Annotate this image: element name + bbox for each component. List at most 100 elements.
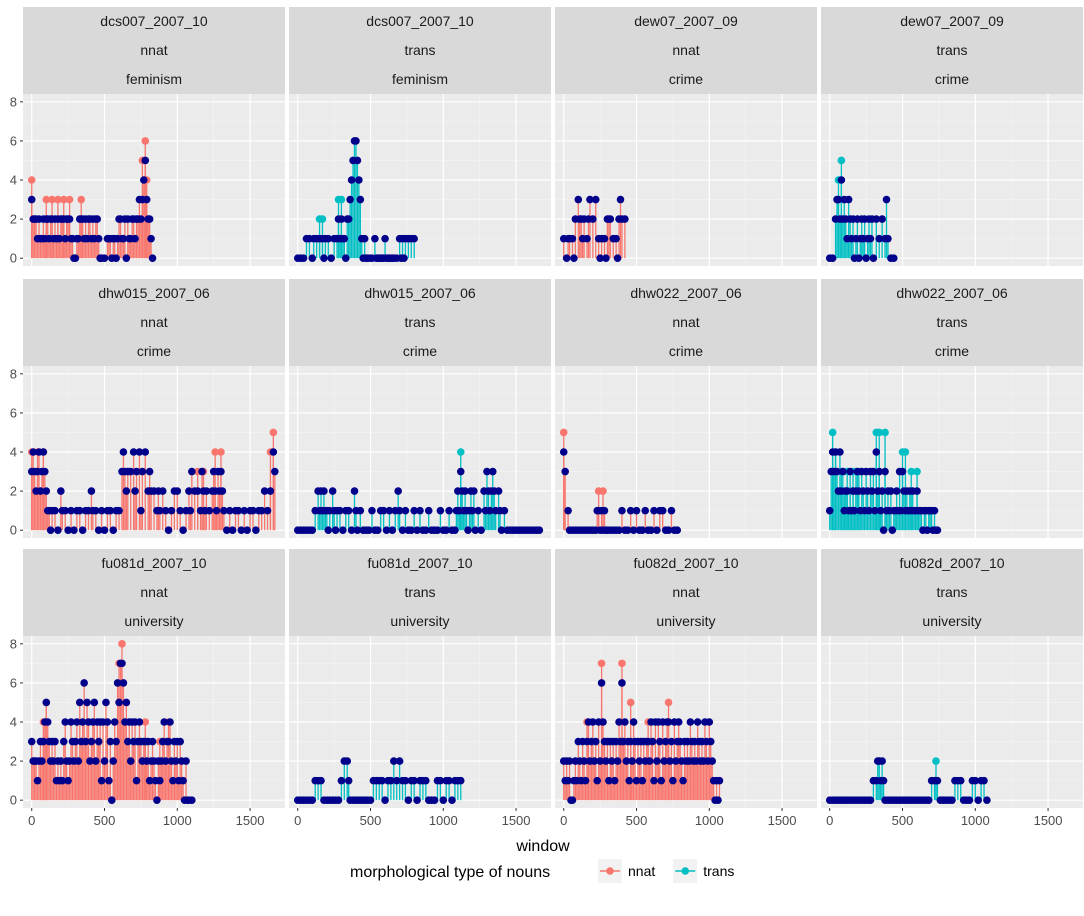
strip-label: feminism bbox=[392, 71, 448, 87]
strip-label: dew07_2007_09 bbox=[634, 13, 738, 29]
x-tick-label: 0 bbox=[294, 813, 301, 828]
data-point bbox=[956, 776, 965, 785]
data-point bbox=[843, 487, 851, 495]
strip-background bbox=[289, 7, 551, 36]
data-point bbox=[176, 737, 184, 746]
strip-label: dhw022_2007_06 bbox=[630, 285, 742, 301]
data-point bbox=[602, 757, 610, 765]
data-point bbox=[913, 487, 921, 495]
strip-background bbox=[289, 337, 551, 366]
x-tick-label: 500 bbox=[892, 813, 914, 828]
data-point bbox=[122, 487, 131, 495]
data-point bbox=[61, 718, 70, 726]
data-point bbox=[51, 506, 59, 515]
data-point bbox=[112, 254, 120, 262]
strip-background bbox=[821, 279, 1083, 308]
series-point bbox=[211, 448, 219, 456]
strip-label: crime bbox=[669, 71, 703, 87]
data-point bbox=[145, 215, 154, 223]
y-tick-label: 2 bbox=[10, 484, 17, 499]
data-point bbox=[596, 757, 604, 765]
data-point bbox=[337, 776, 346, 785]
data-point bbox=[115, 506, 123, 515]
strip-label: university bbox=[656, 613, 715, 629]
data-point bbox=[468, 506, 477, 515]
strip-background bbox=[555, 308, 817, 337]
data-point bbox=[850, 506, 859, 515]
data-point bbox=[320, 487, 328, 495]
data-point bbox=[172, 757, 180, 765]
data-point bbox=[169, 776, 177, 785]
data-point bbox=[90, 698, 99, 707]
x-tick-label: 500 bbox=[360, 813, 382, 828]
data-point bbox=[574, 195, 583, 204]
data-point bbox=[439, 796, 448, 804]
data-point bbox=[568, 234, 577, 243]
data-point bbox=[878, 487, 886, 495]
data-point bbox=[878, 757, 886, 765]
data-point bbox=[693, 718, 702, 726]
data-point bbox=[381, 796, 389, 804]
data-point bbox=[872, 448, 881, 456]
series-point bbox=[42, 195, 51, 204]
data-point bbox=[119, 448, 128, 456]
data-point bbox=[352, 137, 360, 145]
data-point bbox=[42, 487, 51, 495]
series-point bbox=[618, 659, 626, 668]
data-point bbox=[324, 234, 333, 243]
data-point bbox=[105, 776, 113, 785]
y-tick-label: 8 bbox=[10, 366, 17, 381]
data-point bbox=[610, 776, 619, 785]
data-point bbox=[445, 506, 453, 515]
data-point bbox=[198, 467, 206, 476]
strip-background bbox=[555, 7, 817, 36]
strip-background bbox=[23, 279, 285, 308]
data-point bbox=[249, 506, 257, 515]
series-point bbox=[875, 428, 884, 437]
y-tick-label: 4 bbox=[10, 715, 17, 730]
data-point bbox=[613, 757, 622, 765]
data-point bbox=[593, 776, 602, 785]
data-point bbox=[100, 757, 109, 765]
strip-background bbox=[289, 279, 551, 308]
data-point bbox=[271, 467, 279, 476]
data-point bbox=[395, 506, 404, 515]
data-point bbox=[27, 195, 36, 204]
data-point bbox=[638, 526, 647, 534]
data-point bbox=[622, 757, 631, 765]
data-point bbox=[436, 506, 445, 515]
data-point bbox=[145, 776, 154, 785]
data-point bbox=[488, 467, 497, 476]
data-point bbox=[373, 526, 382, 534]
series-point bbox=[913, 467, 921, 476]
data-point bbox=[456, 776, 465, 785]
strip-label: crime bbox=[669, 343, 703, 359]
data-point bbox=[561, 467, 569, 476]
data-point bbox=[559, 448, 568, 456]
data-point bbox=[924, 796, 933, 804]
data-point bbox=[470, 487, 478, 495]
data-point bbox=[615, 526, 623, 534]
data-point bbox=[141, 448, 150, 456]
data-point bbox=[589, 215, 597, 223]
data-point bbox=[535, 526, 544, 534]
data-point bbox=[590, 757, 599, 765]
x-tick-label: 0 bbox=[28, 813, 35, 828]
strip-label: fu082d_2007_10 bbox=[633, 555, 738, 571]
legend-key-point bbox=[606, 867, 614, 875]
x-tick-label: 1000 bbox=[163, 813, 192, 828]
data-point bbox=[135, 718, 144, 726]
data-point bbox=[75, 506, 84, 515]
data-point bbox=[166, 718, 174, 726]
data-point bbox=[868, 487, 876, 495]
y-tick-label: 8 bbox=[10, 636, 17, 651]
strip-background bbox=[289, 578, 551, 607]
strip-label: crime bbox=[935, 343, 969, 359]
strip-background bbox=[555, 65, 817, 94]
data-point bbox=[398, 526, 407, 534]
data-point bbox=[500, 506, 509, 515]
strip-background bbox=[23, 607, 285, 636]
y-tick-label: 0 bbox=[10, 793, 17, 808]
